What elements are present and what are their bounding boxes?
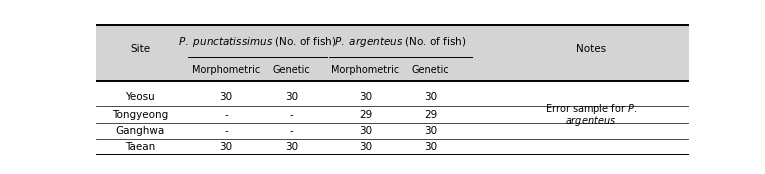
Text: 30: 30 [359, 92, 372, 102]
Text: 30: 30 [424, 92, 437, 102]
Text: -: - [224, 126, 228, 136]
Text: -: - [289, 126, 293, 136]
Text: 30: 30 [424, 143, 437, 152]
Text: $\it{P.\ punctatissimus}$ (No. of fish): $\it{P.\ punctatissimus}$ (No. of fish) [178, 35, 337, 49]
Text: 30: 30 [424, 126, 437, 136]
Text: Tongyeong: Tongyeong [112, 110, 168, 120]
Text: 30: 30 [220, 143, 233, 152]
Text: Genetic: Genetic [272, 65, 310, 75]
Text: Yeosu: Yeosu [125, 92, 155, 102]
Text: -: - [289, 110, 293, 120]
Text: Morphometric: Morphometric [331, 65, 399, 75]
Text: Error sample for $\it{P}$.: Error sample for $\it{P}$. [545, 102, 636, 116]
Text: 30: 30 [359, 126, 372, 136]
Text: 29: 29 [424, 110, 438, 120]
Text: Genetic: Genetic [412, 65, 450, 75]
Text: 30: 30 [285, 143, 298, 152]
Text: 30: 30 [285, 92, 298, 102]
Text: Ganghwa: Ganghwa [116, 126, 164, 136]
Text: Site: Site [130, 44, 150, 54]
Text: $\it{P.\ argenteus}$ (No. of fish): $\it{P.\ argenteus}$ (No. of fish) [334, 35, 467, 49]
Text: Morphometric: Morphometric [192, 65, 260, 75]
Text: -: - [224, 110, 228, 120]
Text: 29: 29 [359, 110, 372, 120]
Text: 30: 30 [359, 143, 372, 152]
Text: Notes: Notes [575, 44, 606, 54]
Text: Taean: Taean [125, 143, 155, 152]
Text: 30: 30 [220, 92, 233, 102]
Bar [96, 25, 688, 81]
Text: $\it{argenteus}$: $\it{argenteus}$ [565, 114, 617, 128]
